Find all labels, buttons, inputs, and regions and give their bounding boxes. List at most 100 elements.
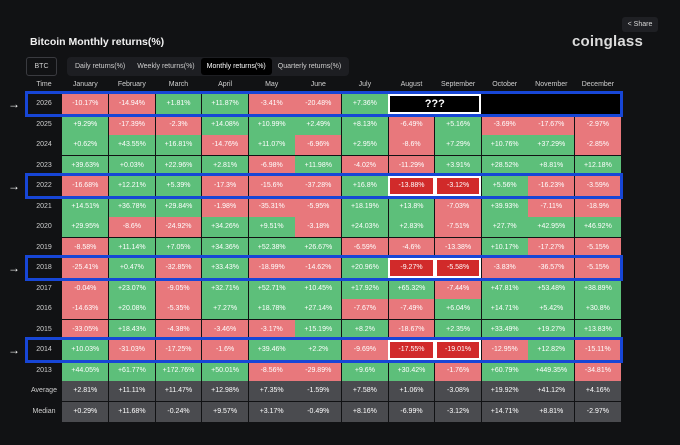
return-cell: -6.99% [388,401,435,422]
return-cell: +7.35% [248,381,295,401]
return-cell: +19.92% [481,381,528,401]
return-cell: -32.85% [155,258,202,278]
return-cell: -3.12% [435,401,481,422]
return-cell: -3.83% [481,258,528,278]
return-cell: -14.62% [295,258,342,278]
return-cell: -18.9% [575,196,621,217]
year-label: 2019 [36,243,52,251]
return-cell: +14.71% [481,401,528,422]
return-cell: +16.8% [342,176,388,196]
return-cell: +34.36% [202,237,248,258]
year-label: 2026 [36,100,52,107]
return-cell: -1.6% [202,340,248,360]
year-label: 2020 [36,223,52,230]
return-cell: +2.35% [435,319,481,340]
return-cell: -17.67% [528,114,575,135]
year-label: 2018 [36,264,52,271]
tab-quarterly-returns[interactable]: Quarterly returns(%) [277,63,342,70]
return-cell: +172.76% [155,360,202,381]
return-cell: +8.13% [342,114,388,135]
return-cell: +2.83% [388,217,435,237]
return-cell: +1.06% [388,381,435,401]
return-cell: +42.95% [528,217,575,237]
return-cell: -3.18% [295,217,342,237]
return-cell: +11.07% [248,135,295,155]
return-cell: -0.04% [62,278,109,299]
tab-monthly-returns[interactable]: Monthly returns(%) [200,58,272,75]
return-cell: +5.42% [528,299,575,319]
return-cell: +26.67% [295,237,342,258]
return-cell: +2.81% [62,381,109,401]
return-cell: +0.03% [109,155,155,176]
return-cell: +50.01% [202,360,248,381]
arrow-right-icon: → [8,343,20,357]
return-cell: +12.98% [202,381,248,401]
returns-tabs: Daily returns(%) Weekly returns(%) Month… [67,57,350,76]
return-cell: -6.96% [295,135,342,155]
highlighted-return-cell: -19.01% [434,340,482,360]
return-cell: +9.51% [248,217,295,237]
return-cell: +6.04% [435,299,481,319]
return-cell: -14.76% [202,135,248,155]
return-cell: +11.11% [109,381,155,401]
return-cell: -31.03% [109,340,155,360]
return-cell: +10.99% [248,114,295,135]
return-cell: -14.63% [62,299,109,319]
row-highlight-box [25,91,624,117]
tab-weekly-returns[interactable]: Weekly returns(%) [137,63,195,70]
return-cell: -3.17% [248,319,295,340]
return-cell: -5.35% [155,299,202,319]
column-header-march: March [168,81,189,88]
return-cell: +32.71% [202,278,248,299]
return-cell: -37.28% [295,176,342,196]
return-cell: -5.15% [575,237,621,258]
return-cell: +30.8% [575,299,621,319]
return-cell: +24.03% [342,217,388,237]
column-header-august: August [400,81,423,88]
return-cell: +39.63% [62,155,109,176]
share-button[interactable]: < Share [622,17,658,32]
return-cell: +61.77% [109,360,155,381]
return-cell: +11.14% [109,237,155,258]
return-cell: +14.51% [62,196,109,217]
return-cell: +20.96% [342,258,388,278]
return-cell: +47.81% [481,278,528,299]
unknown-returns-box: ??? [388,94,482,114]
asset-select[interactable]: BTC [26,57,57,76]
return-cell: +1.81% [155,94,202,114]
column-header-april: April [218,81,233,88]
return-cell: +5.16% [435,114,481,135]
return-cell: +53.48% [528,278,575,299]
return-cell: +13.83% [575,319,621,340]
return-cell: -35.31% [248,196,295,217]
stat-label: Median [32,407,56,415]
arrow-right-icon: → [8,261,20,275]
return-cell: +65.32% [388,278,435,299]
return-cell: -17.39% [109,114,155,135]
return-cell: -8.58% [62,237,109,258]
highlighted-return-cell: -3.12% [434,176,482,196]
return-cell: +7.58% [342,381,388,401]
return-cell: -7.51% [435,217,481,237]
return-cell: -33.05% [62,319,109,340]
column-header-december: December [581,81,615,88]
return-cell: +33.49% [481,319,528,340]
future-months-blank [481,94,622,114]
return-cell: -8.56% [248,360,295,381]
return-cell: -1.76% [435,360,481,381]
column-header-may: May [265,81,279,88]
return-cell: +27.7% [481,217,528,237]
return-cell: +8.2% [342,319,388,340]
tab-daily-returns[interactable]: Daily returns(%) [75,63,126,70]
return-cell: +0.47% [109,258,155,278]
return-cell: +7.36% [342,94,388,114]
return-cell: +10.76% [481,135,528,155]
return-cell: -1.59% [295,381,342,401]
return-cell: -3.59% [575,176,621,196]
return-cell: +4.16% [575,381,621,401]
return-cell: -4.6% [388,237,435,258]
highlighted-return-cell: -5.58% [434,258,482,278]
return-cell: -9.69% [342,340,388,360]
row-highlight-box [25,255,624,281]
return-cell: -8.6% [109,217,155,237]
